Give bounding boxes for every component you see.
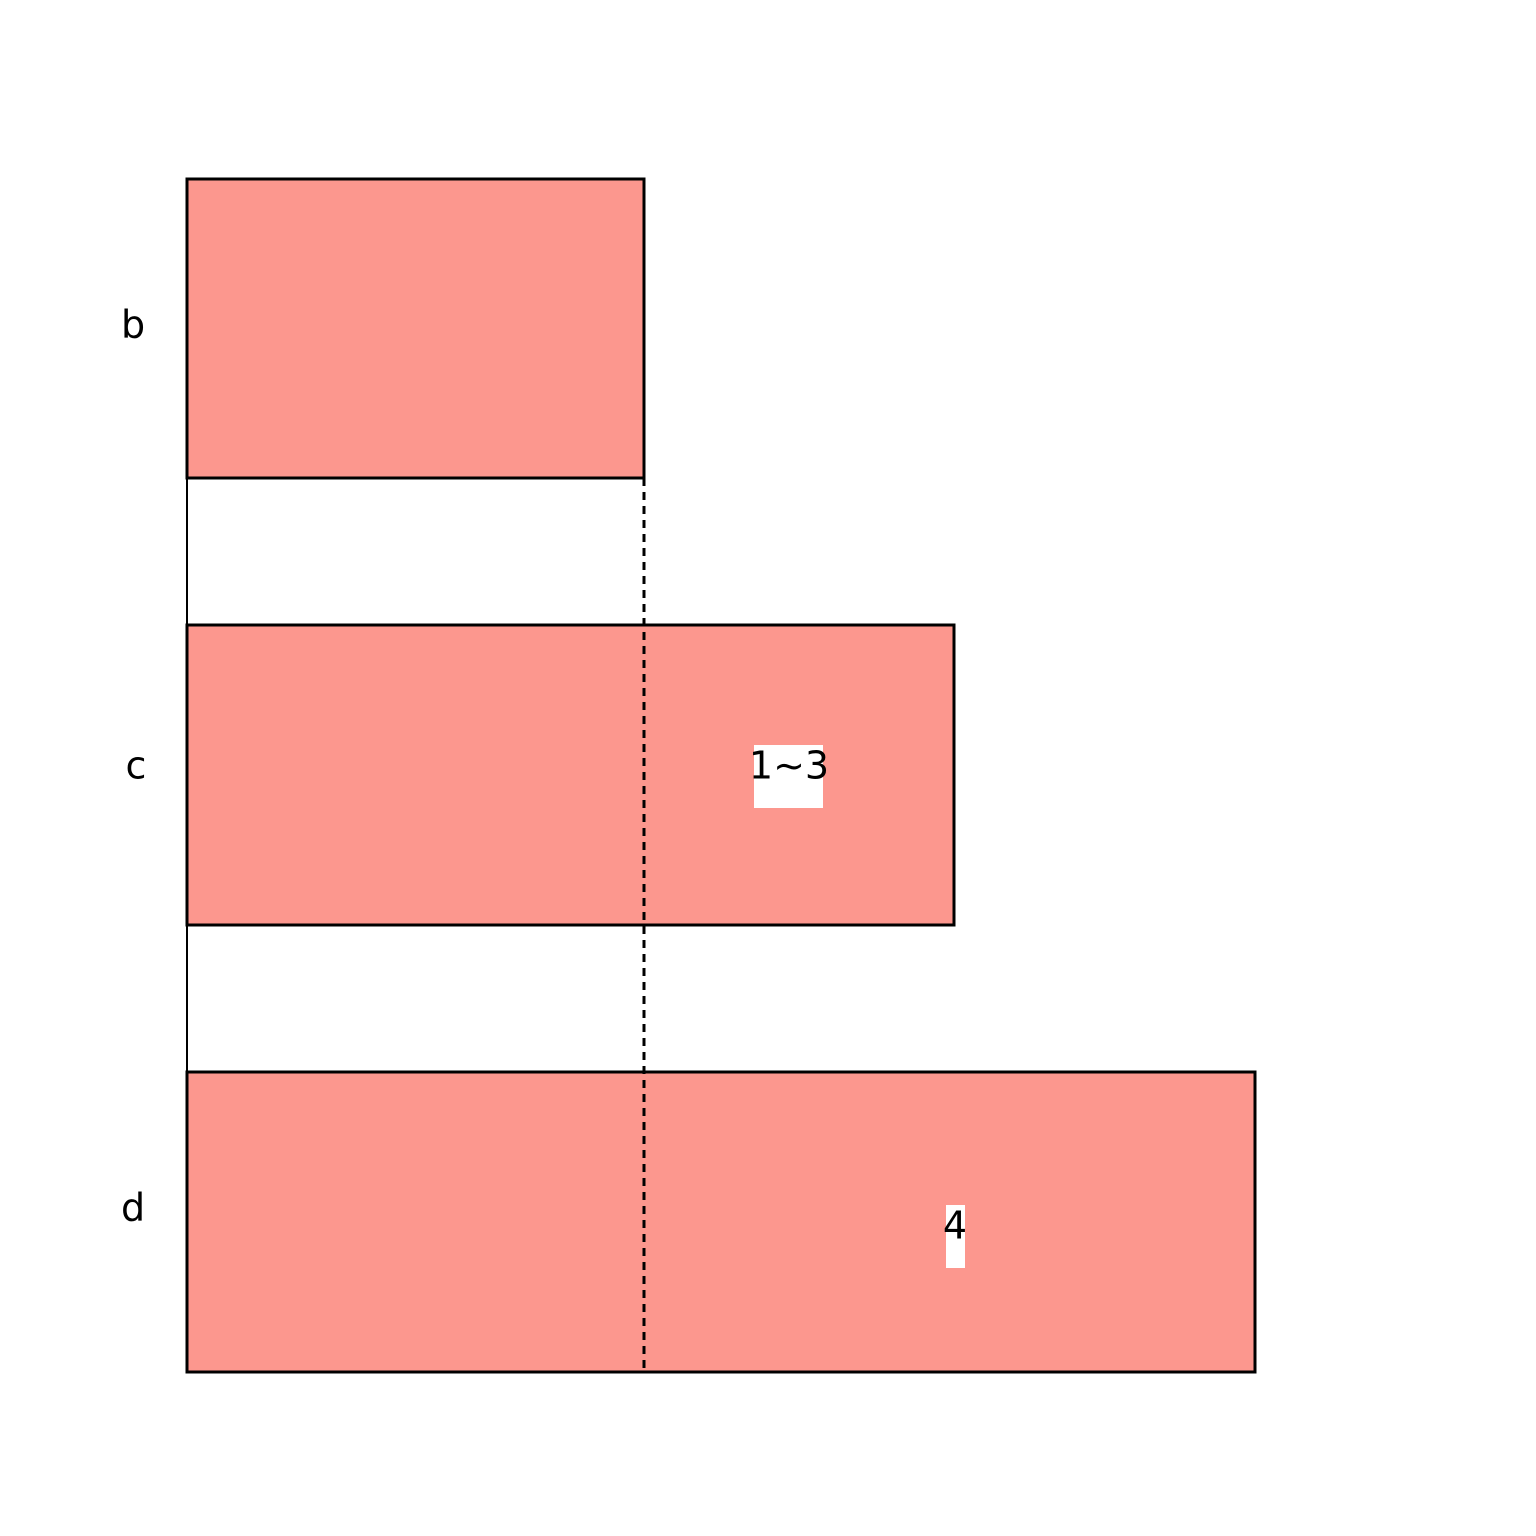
block	[185, 1070, 1257, 1374]
note-background	[754, 745, 823, 808]
note-background	[946, 1205, 965, 1268]
note: 4	[943, 1204, 967, 1248]
note: 1~3	[749, 744, 829, 788]
row-label: c	[126, 744, 147, 788]
block	[185, 623, 956, 927]
row-label: d	[121, 1186, 145, 1230]
block	[185, 177, 646, 480]
row-label: b	[121, 303, 145, 347]
